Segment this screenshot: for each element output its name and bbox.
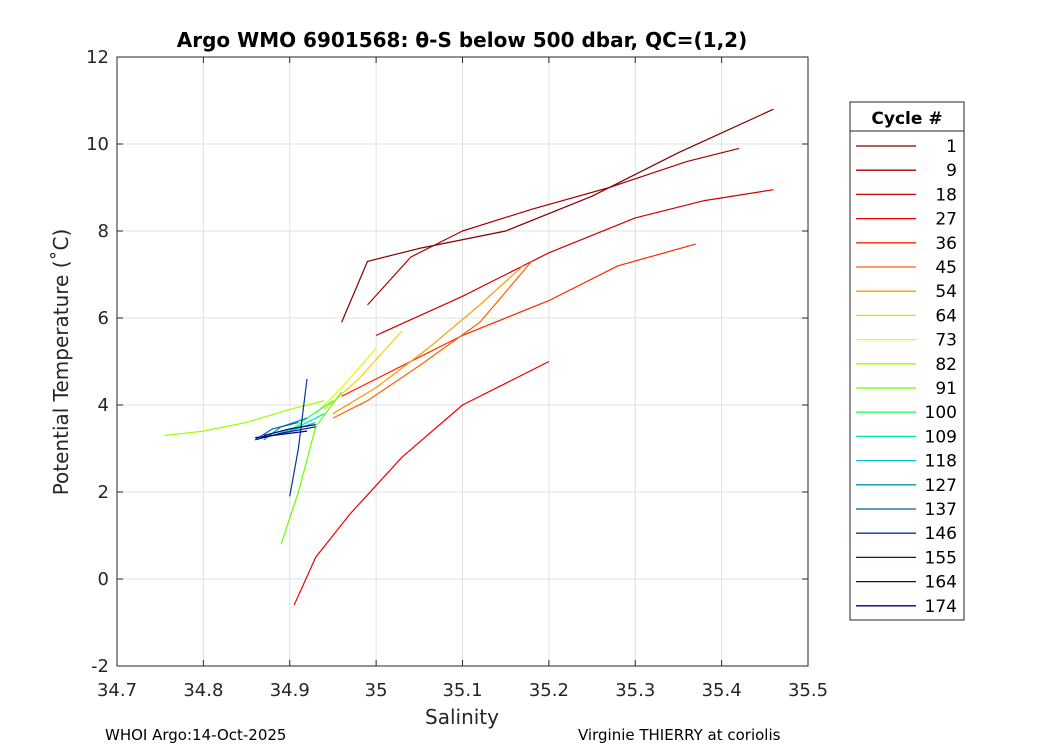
x-tick-label: 35.1	[442, 680, 482, 701]
legend-label-45: 45	[935, 258, 957, 278]
series-line-cycle-27	[293, 360, 550, 606]
series-line-cycle-18	[375, 189, 774, 336]
y-tick-label: 2	[98, 482, 109, 503]
series-line-cycle-174	[255, 430, 308, 439]
x-tick-label: 35.2	[529, 680, 569, 701]
data-series-layer	[164, 108, 774, 606]
legend-title: Cycle #	[871, 109, 942, 129]
series-line-cycle-155	[255, 426, 316, 441]
y-tick-label: 6	[98, 308, 109, 329]
series-line-cycle-82	[164, 400, 325, 437]
y-axis-label: Potential Temperature (˚C)	[49, 229, 73, 496]
x-axis-label: Salinity	[425, 705, 499, 729]
legend-label-155: 155	[925, 548, 957, 568]
legend-label-1: 1	[946, 137, 957, 157]
series-line-cycle-9	[367, 147, 740, 306]
legend-label-82: 82	[935, 355, 957, 375]
x-tick-label: 35.4	[702, 680, 742, 701]
legend-label-127: 127	[925, 476, 957, 496]
series-line-cycle-54	[332, 265, 524, 415]
legend-label-100: 100	[925, 403, 957, 423]
y-tick-label: -2	[91, 656, 109, 677]
legend-label-36: 36	[935, 234, 957, 254]
x-tick-label: 35.5	[788, 680, 828, 701]
legend-label-174: 174	[925, 597, 957, 617]
legend-label-73: 73	[935, 331, 957, 351]
series-line-cycle-146	[289, 378, 308, 497]
x-axis-ticks: 34.7 34.8 34.9 35 35.1 35.2 35.3 35.4 35.5	[97, 57, 828, 701]
legend-entries: 1 9 18 27 36 45 54 64 73 82 91 100 109 118 127 137 146 15…	[856, 137, 957, 617]
x-tick-label: 34.9	[270, 680, 310, 701]
y-tick-label: 12	[86, 47, 109, 68]
footer-right: Virginie THIERRY at coriolis	[578, 726, 781, 744]
series-line-cycle-91	[280, 391, 343, 545]
y-axis-ticks: -2 0 2 4 6 8 10 12	[86, 47, 808, 677]
legend-label-64: 64	[935, 306, 957, 326]
series-line-cycle-137	[254, 421, 299, 441]
y-tick-label: 10	[86, 134, 109, 155]
legend-label-137: 137	[925, 500, 957, 520]
legend: Cycle # 1 9 18 27 36 45 54 64 73 82 91 100 109 118 127…	[849, 101, 965, 621]
chart-title: Argo WMO 6901568: θ-S below 500 dbar, QC…	[177, 28, 747, 52]
y-tick-label: 8	[98, 221, 109, 242]
x-tick-label: 35.3	[615, 680, 655, 701]
x-tick-label: 35	[365, 680, 388, 701]
series-line-cycle-1	[341, 108, 774, 323]
y-tick-label: 0	[98, 569, 109, 590]
legend-label-9: 9	[946, 161, 957, 181]
legend-label-91: 91	[935, 379, 957, 399]
legend-label-109: 109	[925, 427, 957, 447]
series-line-cycle-36	[341, 243, 696, 397]
legend-label-27: 27	[935, 210, 957, 230]
legend-label-146: 146	[925, 524, 957, 544]
legend-label-118: 118	[925, 452, 957, 472]
legend-label-18: 18	[935, 185, 957, 205]
x-tick-label: 34.7	[97, 680, 137, 701]
footer-left: WHOI Argo:14-Oct-2025	[105, 726, 287, 744]
series-line-cycle-73	[315, 348, 377, 415]
legend-label-164: 164	[925, 573, 957, 593]
y-tick-label: 4	[98, 395, 109, 416]
legend-label-54: 54	[935, 282, 957, 302]
series-line-cycle-45	[332, 261, 533, 419]
series-line-cycle-109	[272, 413, 325, 437]
series-line-cycle-164	[263, 424, 316, 437]
x-tick-label: 34.8	[183, 680, 223, 701]
